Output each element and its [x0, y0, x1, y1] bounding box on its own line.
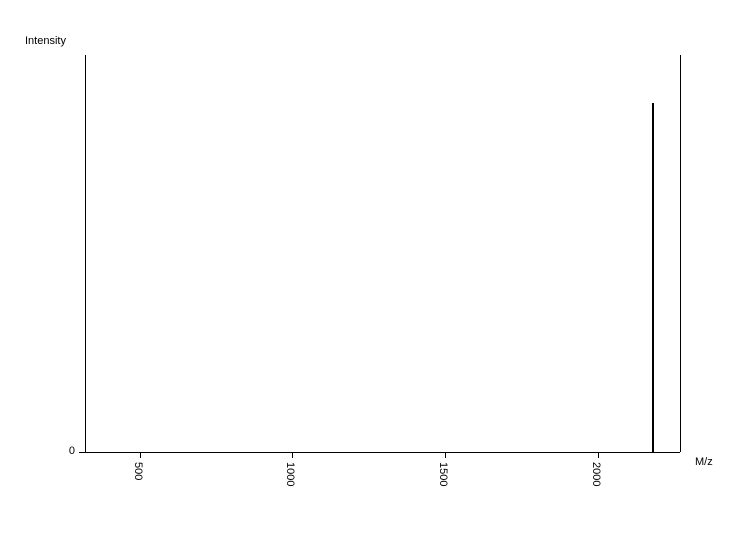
y-tick-label: 0 — [69, 445, 75, 457]
x-tick — [445, 452, 446, 458]
x-tick — [292, 452, 293, 458]
x-tick-label: 500 — [132, 462, 144, 480]
x-tick-label: 2000 — [590, 462, 602, 486]
x-tick-label: 1000 — [284, 462, 296, 486]
x-tick — [598, 452, 599, 458]
mass-spectrum-chart: Intensity M/z 500 1000 1500 2000 0 — [0, 0, 750, 540]
y-tick — [79, 452, 85, 453]
x-axis-title: M/z — [695, 456, 713, 468]
y-axis-title: Intensity — [25, 35, 66, 47]
right-frame-line — [680, 55, 681, 452]
y-axis-line — [85, 55, 86, 452]
x-tick — [140, 452, 141, 458]
x-tick-label: 1500 — [437, 462, 449, 486]
spectrum-peak — [652, 103, 654, 452]
x-axis-line — [85, 452, 680, 453]
